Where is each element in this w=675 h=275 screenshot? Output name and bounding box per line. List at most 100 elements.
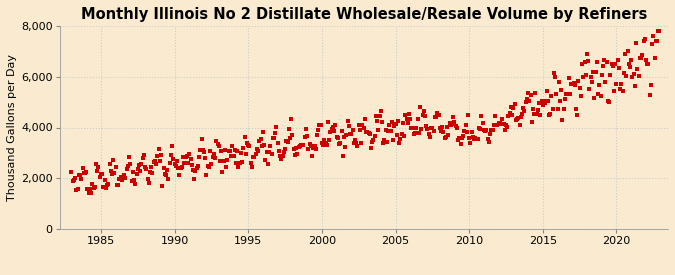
Point — [350, 138, 360, 142]
Point — [611, 81, 622, 86]
Point — [431, 115, 441, 119]
Point — [236, 151, 246, 155]
Point — [452, 126, 462, 130]
Point — [406, 126, 417, 130]
Point — [507, 113, 518, 117]
Point — [119, 173, 130, 177]
Point — [612, 57, 623, 62]
Point — [520, 100, 531, 104]
Point — [92, 169, 103, 173]
Point — [506, 104, 516, 109]
Point — [574, 86, 585, 91]
Point — [258, 130, 269, 134]
Point — [297, 143, 308, 147]
Point — [491, 123, 502, 127]
Point — [216, 149, 227, 153]
Point — [462, 113, 473, 117]
Point — [202, 164, 213, 168]
Point — [488, 123, 499, 127]
Point — [76, 176, 86, 181]
Point — [243, 143, 254, 147]
Point — [96, 172, 107, 177]
Point — [401, 117, 412, 121]
Point — [212, 142, 223, 146]
Point — [161, 173, 171, 178]
Point — [309, 144, 320, 148]
Point — [414, 104, 425, 109]
Point — [468, 135, 479, 139]
Point — [114, 177, 125, 181]
Point — [531, 112, 542, 117]
Point — [254, 139, 265, 144]
Point — [294, 144, 305, 148]
Point — [87, 181, 98, 186]
Point — [285, 136, 296, 140]
Point — [649, 56, 660, 60]
Point — [389, 124, 400, 128]
Point — [342, 119, 353, 124]
Point — [293, 145, 304, 149]
Point — [159, 172, 170, 176]
Point — [288, 147, 299, 151]
Point — [636, 55, 647, 60]
Point — [508, 106, 519, 110]
Point — [164, 160, 175, 165]
Point — [510, 118, 521, 122]
Point — [306, 154, 317, 158]
Point — [222, 158, 233, 162]
Point — [340, 145, 350, 149]
Point — [131, 172, 142, 177]
Point — [360, 117, 371, 122]
Point — [471, 136, 482, 141]
Point — [381, 140, 392, 144]
Point — [654, 29, 665, 33]
Point — [103, 182, 113, 186]
Point — [645, 83, 656, 87]
Point — [585, 75, 596, 79]
Point — [588, 70, 599, 74]
Point — [180, 155, 191, 159]
Point — [576, 62, 587, 66]
Point — [219, 148, 230, 152]
Point — [84, 186, 95, 191]
Point — [516, 112, 527, 116]
Point — [134, 163, 144, 167]
Point — [562, 92, 573, 96]
Point — [197, 148, 208, 152]
Point — [371, 114, 381, 118]
Point — [233, 165, 244, 169]
Point — [157, 184, 167, 188]
Point — [138, 152, 149, 157]
Point — [296, 142, 306, 147]
Point — [576, 94, 587, 98]
Point — [458, 134, 468, 139]
Point — [246, 165, 257, 169]
Point — [264, 149, 275, 154]
Point — [338, 154, 348, 159]
Point — [405, 117, 416, 121]
Point — [224, 149, 235, 153]
Point — [320, 141, 331, 145]
Point — [418, 109, 429, 114]
Point — [200, 156, 211, 161]
Point — [80, 171, 90, 176]
Point — [653, 29, 664, 33]
Point — [263, 161, 273, 166]
Point — [615, 87, 626, 92]
Point — [622, 49, 633, 54]
Point — [564, 92, 575, 97]
Point — [601, 60, 612, 64]
Point — [486, 128, 497, 133]
Point — [156, 153, 167, 158]
Point — [169, 162, 180, 166]
Point — [394, 141, 404, 146]
Point — [367, 140, 377, 144]
Point — [595, 94, 606, 98]
Point — [552, 107, 563, 111]
Point — [428, 129, 439, 133]
Point — [192, 164, 203, 168]
Point — [408, 132, 419, 137]
Point — [560, 97, 570, 101]
Point — [524, 98, 535, 103]
Point — [333, 136, 344, 140]
